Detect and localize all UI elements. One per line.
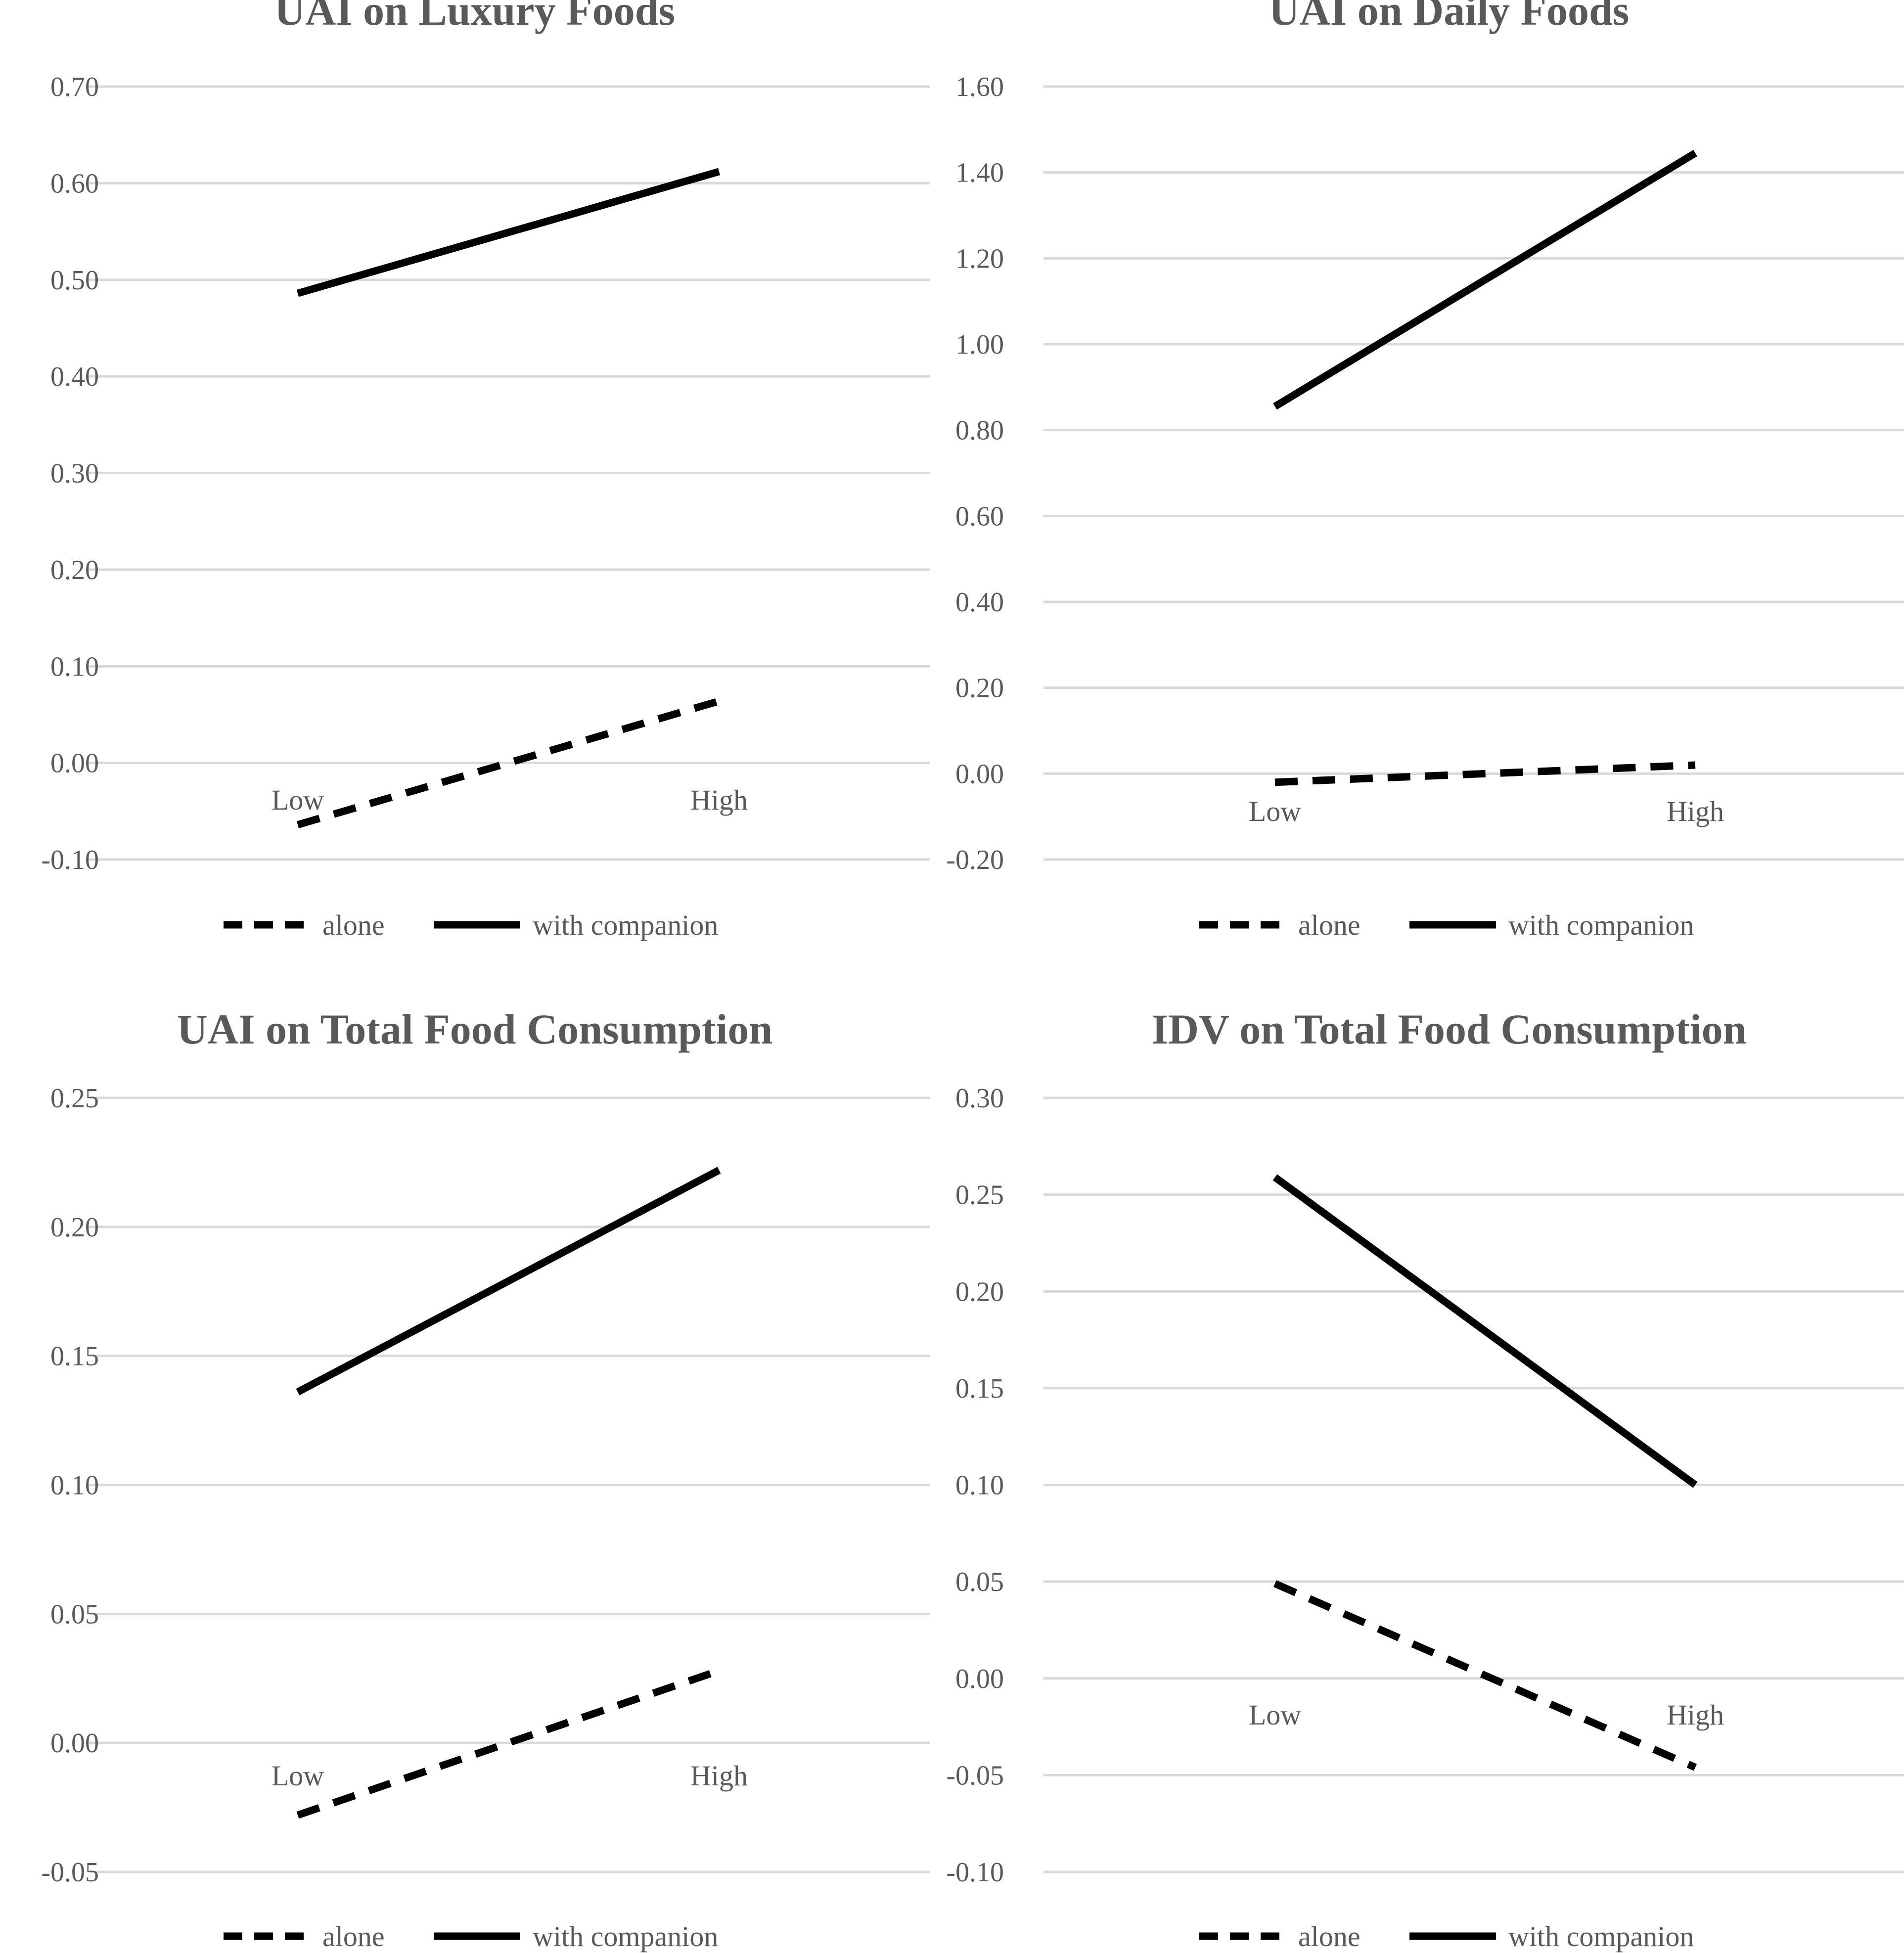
y-tick-label: 0.10 (50, 1470, 99, 1501)
y-tick-label: 0.60 (955, 501, 1004, 532)
y-tick-label: 0.30 (955, 1083, 1004, 1114)
y-tick-label: 0.40 (955, 587, 1004, 618)
y-tick-label: 0.00 (955, 759, 1004, 789)
y-tick-label: 1.00 (955, 329, 1004, 360)
legend-label: with companion (1508, 1920, 1694, 1953)
y-tick-label: 0.50 (50, 265, 99, 296)
legend-label: with companion (1508, 909, 1694, 941)
y-tick-label: 1.40 (955, 158, 1004, 188)
y-tick-label: 0.25 (955, 1180, 1004, 1211)
legend-label: with companion (533, 1920, 718, 1953)
y-tick-label: 0.15 (50, 1341, 99, 1372)
chart-title: UAI on Luxury Foods (274, 0, 675, 34)
y-tick-label: 1.60 (955, 72, 1004, 102)
x-category-label: High (1667, 1699, 1724, 1731)
y-tick-label: 0.40 (50, 362, 99, 392)
y-tick-label: 0.20 (50, 555, 99, 586)
series-line-alone (1274, 761, 1696, 786)
y-tick-label: 0.30 (50, 458, 99, 489)
series-line-alone (1273, 1580, 1697, 1771)
y-tick-label: -0.05 (946, 1760, 1004, 1791)
legend-label: alone (322, 1920, 385, 1953)
y-tick-label: 0.10 (955, 1470, 1004, 1501)
x-category-label: High (690, 784, 748, 816)
y-tick-label: -0.05 (41, 1857, 99, 1888)
chart-panel-2: UAI on Daily Foods 1.60 1.40 1.20 1.00 0.80 0.… (946, 0, 1904, 941)
y-tick-label: 0.70 (50, 72, 99, 102)
y-tick-label: -0.20 (946, 845, 1004, 875)
x-category-label: High (1667, 795, 1724, 827)
y-tick-label: 1.20 (955, 243, 1004, 274)
chart-title: UAI on Daily Foods (1269, 0, 1630, 34)
chart-panel-3: UAI on Total Food Consumption 0.25 0.20 0.1… (41, 1005, 930, 1953)
x-category-label: Low (1249, 1699, 1301, 1731)
x-category-label: High (690, 1760, 748, 1792)
y-tick-label: 0.20 (50, 1212, 99, 1243)
y-tick-label: 0.05 (50, 1599, 99, 1630)
series-line-with-companion (1272, 1174, 1698, 1488)
y-tick-label: 0.80 (955, 415, 1004, 446)
x-category-label: Low (272, 784, 324, 816)
y-tick-label: 0.05 (955, 1567, 1004, 1597)
y-tick-label: 0.00 (50, 748, 99, 779)
y-tick-label: -0.10 (41, 845, 99, 875)
chart-panel-1: UAI on Luxury Foods 0.70 0.60 0.50 0.40 0.30 0… (41, 0, 930, 941)
chart-panel-4: IDV on Total Food Consumption 0.30 0.25 0.2… (946, 1005, 1904, 1953)
y-tick-label: 0.15 (955, 1373, 1004, 1404)
legend: alone with companion (1199, 909, 1694, 941)
chart-title: IDV on Total Food Consumption (1152, 1005, 1747, 1053)
y-tick-label: 0.00 (955, 1664, 1004, 1694)
chart-title: UAI on Total Food Consumption (177, 1005, 772, 1053)
y-tick-label: 0.20 (955, 1276, 1004, 1307)
legend: alone with companion (224, 909, 718, 941)
x-category-label: Low (1249, 795, 1301, 827)
y-tick-label: 0.00 (50, 1728, 99, 1759)
y-tick-label: 0.25 (50, 1083, 99, 1114)
y-tick-label: 0.60 (50, 168, 99, 199)
series-line-with-companion (1273, 150, 1697, 410)
series-line-with-companion (296, 1167, 721, 1396)
legend: alone with companion (224, 1920, 718, 1953)
series-line-with-companion (296, 168, 721, 297)
y-tick-label: -0.10 (946, 1857, 1004, 1888)
legend-label: alone (1298, 909, 1360, 941)
x-category-label: Low (272, 1760, 324, 1792)
legend: alone with companion (1199, 1920, 1694, 1953)
y-tick-label: 0.10 (50, 651, 99, 682)
charts-root: UAI on Luxury Foods 0.70 0.60 0.50 0.40 0.30 0… (41, 0, 1904, 1953)
legend-label: alone (1298, 1920, 1360, 1953)
legend-label: with companion (533, 909, 718, 941)
y-tick-label: 0.20 (955, 673, 1004, 704)
legend-label: alone (322, 909, 385, 941)
